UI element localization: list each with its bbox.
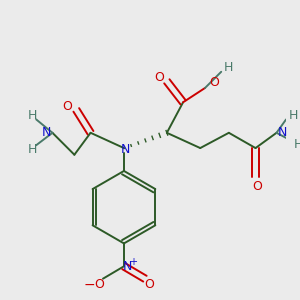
Text: O: O: [144, 278, 154, 291]
Text: N: N: [123, 260, 133, 273]
Text: O: O: [62, 100, 72, 112]
Text: N: N: [42, 126, 51, 139]
Text: O: O: [210, 76, 220, 89]
Text: O: O: [253, 180, 262, 193]
Text: N: N: [121, 143, 130, 157]
Text: N: N: [278, 126, 287, 139]
Text: H: H: [224, 61, 233, 74]
Text: O: O: [94, 278, 104, 291]
Text: O: O: [154, 71, 164, 84]
Text: H: H: [294, 138, 300, 151]
Text: H: H: [28, 109, 37, 122]
Text: −: −: [84, 278, 95, 291]
Text: H: H: [289, 109, 298, 122]
Text: +: +: [130, 257, 137, 268]
Text: H: H: [28, 142, 37, 155]
